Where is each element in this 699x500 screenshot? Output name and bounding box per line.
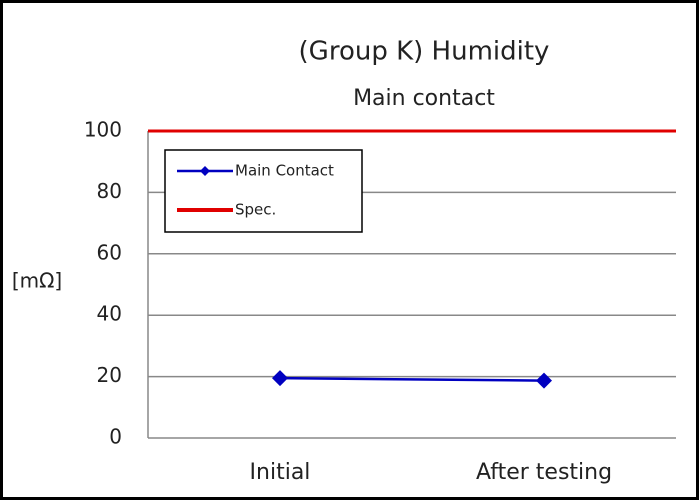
y-tick-label: 80 [97, 179, 122, 203]
chart-subtitle: Main contact [353, 86, 495, 111]
x-tick-label: After testing [476, 460, 612, 485]
y-tick-label: 40 [97, 302, 122, 326]
legend-box [164, 149, 363, 233]
chart-title: (Group K) Humidity [299, 37, 550, 67]
legend-marker [200, 166, 210, 176]
legend-label: Spec. [235, 201, 276, 219]
x-tick-label: Initial [250, 460, 311, 485]
point [272, 370, 288, 387]
y-tick-label: 0 [109, 425, 122, 449]
legend-label: Main Contact [235, 162, 334, 180]
y-tick-label: 60 [97, 240, 122, 264]
y-axis-label: [mΩ] [12, 269, 62, 293]
point [536, 372, 552, 389]
series-line [279, 376, 545, 382]
y-tick-label: 100 [84, 118, 122, 142]
y-tick-label: 20 [97, 363, 122, 387]
